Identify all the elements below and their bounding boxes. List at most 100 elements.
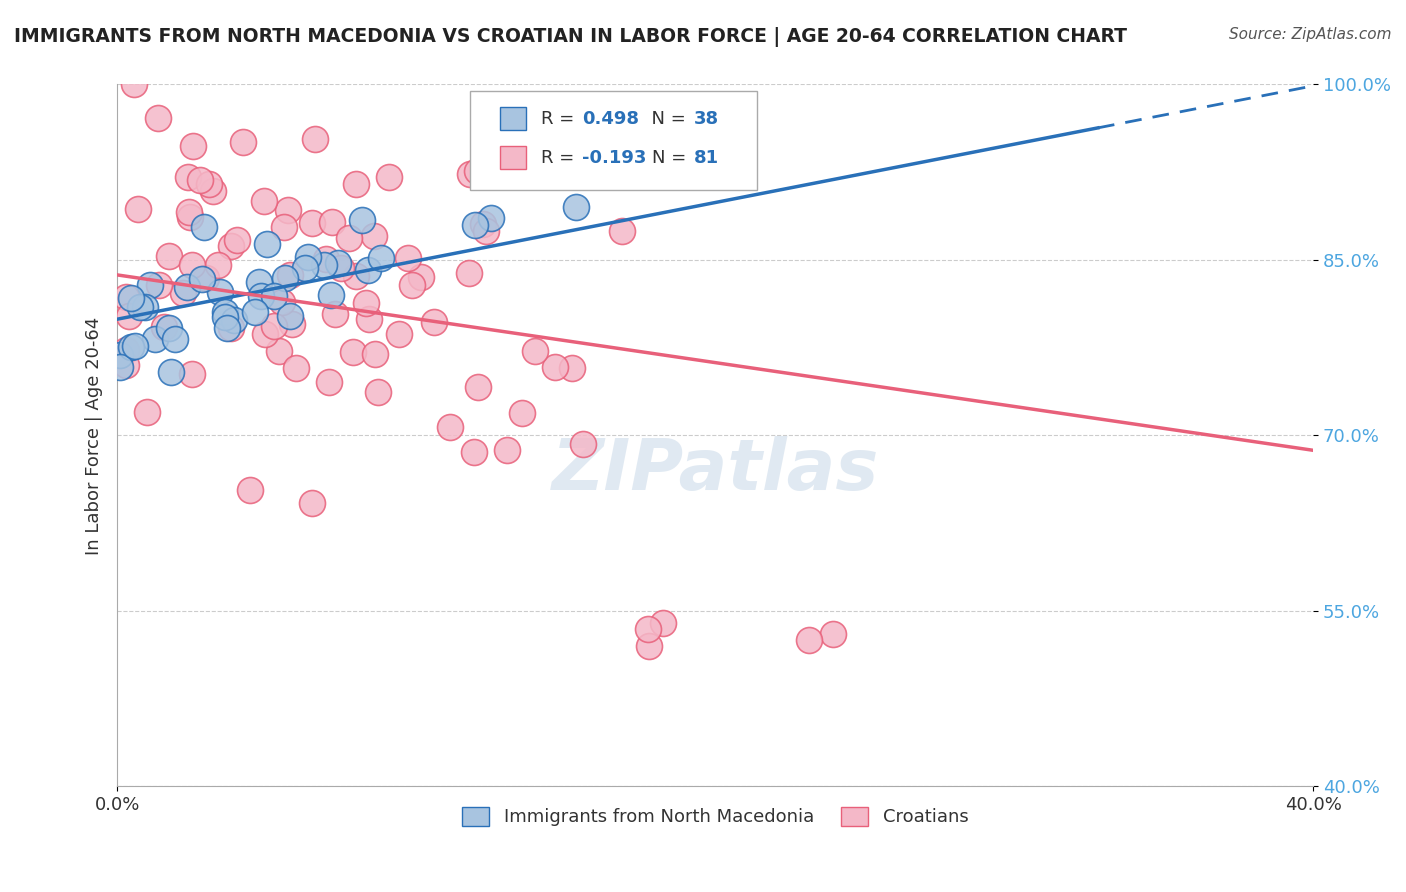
Croatians — [157, 249, 180, 263]
Text: IMMIGRANTS FROM NORTH MACEDONIA VS CROATIAN IN LABOR FORCE | AGE 20-64 CORRELATI: IMMIGRANTS FROM NORTH MACEDONIA VS CROAT… — [14, 27, 1128, 46]
Croatians — [278, 268, 301, 282]
Croatians — [281, 317, 304, 331]
Croatians — [273, 220, 295, 235]
Croatians — [439, 419, 461, 434]
Legend: Immigrants from North Macedonia, Croatians: Immigrants from North Macedonia, Croatia… — [456, 800, 976, 834]
Immigrants from North Macedonia — [157, 320, 180, 334]
Croatians — [344, 177, 367, 191]
Croatians — [401, 278, 423, 293]
Croatians — [323, 307, 346, 321]
Croatians — [357, 312, 380, 326]
Croatians — [195, 271, 218, 285]
Immigrants from North Macedonia — [274, 270, 297, 285]
Croatians — [176, 169, 198, 184]
Croatians — [465, 164, 488, 178]
Croatians — [115, 343, 138, 358]
Croatians — [544, 360, 567, 375]
Croatians — [188, 173, 211, 187]
Croatians — [363, 229, 385, 244]
Immigrants from North Macedonia — [129, 300, 152, 314]
Immigrants from North Macedonia — [319, 288, 342, 302]
Croatians — [463, 445, 485, 459]
Croatians — [821, 627, 844, 641]
Croatians — [179, 211, 201, 225]
Immigrants from North Macedonia — [479, 211, 502, 226]
Croatians — [637, 622, 659, 636]
Croatians — [207, 258, 229, 272]
Immigrants from North Macedonia — [217, 321, 239, 335]
Text: ZIPatlas: ZIPatlas — [551, 436, 879, 505]
Text: R =: R = — [540, 149, 579, 167]
Immigrants from North Macedonia — [278, 309, 301, 323]
Croatians — [388, 326, 411, 341]
Croatians — [221, 321, 243, 335]
Croatians — [321, 215, 343, 229]
Croatians — [610, 224, 633, 238]
Croatians — [396, 251, 419, 265]
Text: 81: 81 — [693, 149, 718, 167]
Croatians — [342, 345, 364, 359]
FancyBboxPatch shape — [501, 107, 526, 130]
Immigrants from North Macedonia — [159, 365, 181, 379]
Immigrants from North Macedonia — [356, 262, 378, 277]
Croatians — [118, 310, 141, 324]
Immigrants from North Macedonia — [214, 310, 236, 324]
Croatians — [122, 78, 145, 92]
Croatians — [467, 380, 489, 394]
Immigrants from North Macedonia — [134, 300, 156, 314]
Croatians — [458, 266, 481, 280]
Croatians — [148, 278, 170, 293]
Immigrants from North Macedonia — [312, 258, 335, 272]
Croatians — [253, 194, 276, 208]
Croatians — [254, 327, 277, 342]
Croatians — [277, 202, 299, 217]
Text: 0.498: 0.498 — [582, 111, 640, 128]
Immigrants from North Macedonia — [139, 277, 162, 292]
Croatians — [560, 361, 582, 376]
Immigrants from North Macedonia — [464, 219, 486, 233]
Croatians — [378, 170, 401, 185]
Y-axis label: In Labor Force | Age 20-64: In Labor Force | Age 20-64 — [86, 317, 103, 555]
Croatians — [510, 406, 533, 420]
Text: 38: 38 — [693, 111, 718, 128]
Immigrants from North Macedonia — [326, 255, 349, 269]
Croatians — [135, 405, 157, 419]
Text: N =: N = — [652, 149, 692, 167]
Immigrants from North Macedonia — [163, 332, 186, 346]
Croatians — [367, 385, 389, 400]
Croatians — [181, 139, 204, 153]
Croatians — [364, 347, 387, 361]
Croatians — [337, 231, 360, 245]
Immigrants from North Macedonia — [124, 339, 146, 353]
Croatians — [524, 343, 547, 358]
Immigrants from North Macedonia — [370, 251, 392, 265]
Croatians — [475, 224, 498, 238]
Immigrants from North Macedonia — [110, 348, 132, 362]
Croatians — [799, 633, 821, 648]
Croatians — [269, 344, 291, 359]
Immigrants from North Macedonia — [564, 200, 586, 214]
Immigrants from North Macedonia — [209, 285, 232, 299]
Immigrants from North Macedonia — [120, 291, 142, 305]
Croatians — [301, 496, 323, 510]
Croatians — [239, 483, 262, 497]
Croatians — [572, 437, 595, 451]
Immigrants from North Macedonia — [250, 289, 273, 303]
Croatians — [201, 184, 224, 198]
Text: R =: R = — [540, 111, 579, 128]
Croatians — [198, 177, 221, 191]
Immigrants from North Macedonia — [191, 272, 214, 286]
Croatians — [354, 295, 377, 310]
Immigrants from North Macedonia — [350, 213, 373, 227]
Croatians — [496, 443, 519, 458]
Text: Source: ZipAtlas.com: Source: ZipAtlas.com — [1229, 27, 1392, 42]
Croatians — [181, 367, 204, 381]
Immigrants from North Macedonia — [247, 275, 270, 289]
Croatians — [115, 358, 138, 372]
FancyBboxPatch shape — [501, 145, 526, 169]
Croatians — [271, 294, 294, 309]
Immigrants from North Macedonia — [143, 332, 166, 346]
Croatians — [153, 320, 176, 334]
Croatians — [301, 216, 323, 230]
Immigrants from North Macedonia — [243, 305, 266, 319]
